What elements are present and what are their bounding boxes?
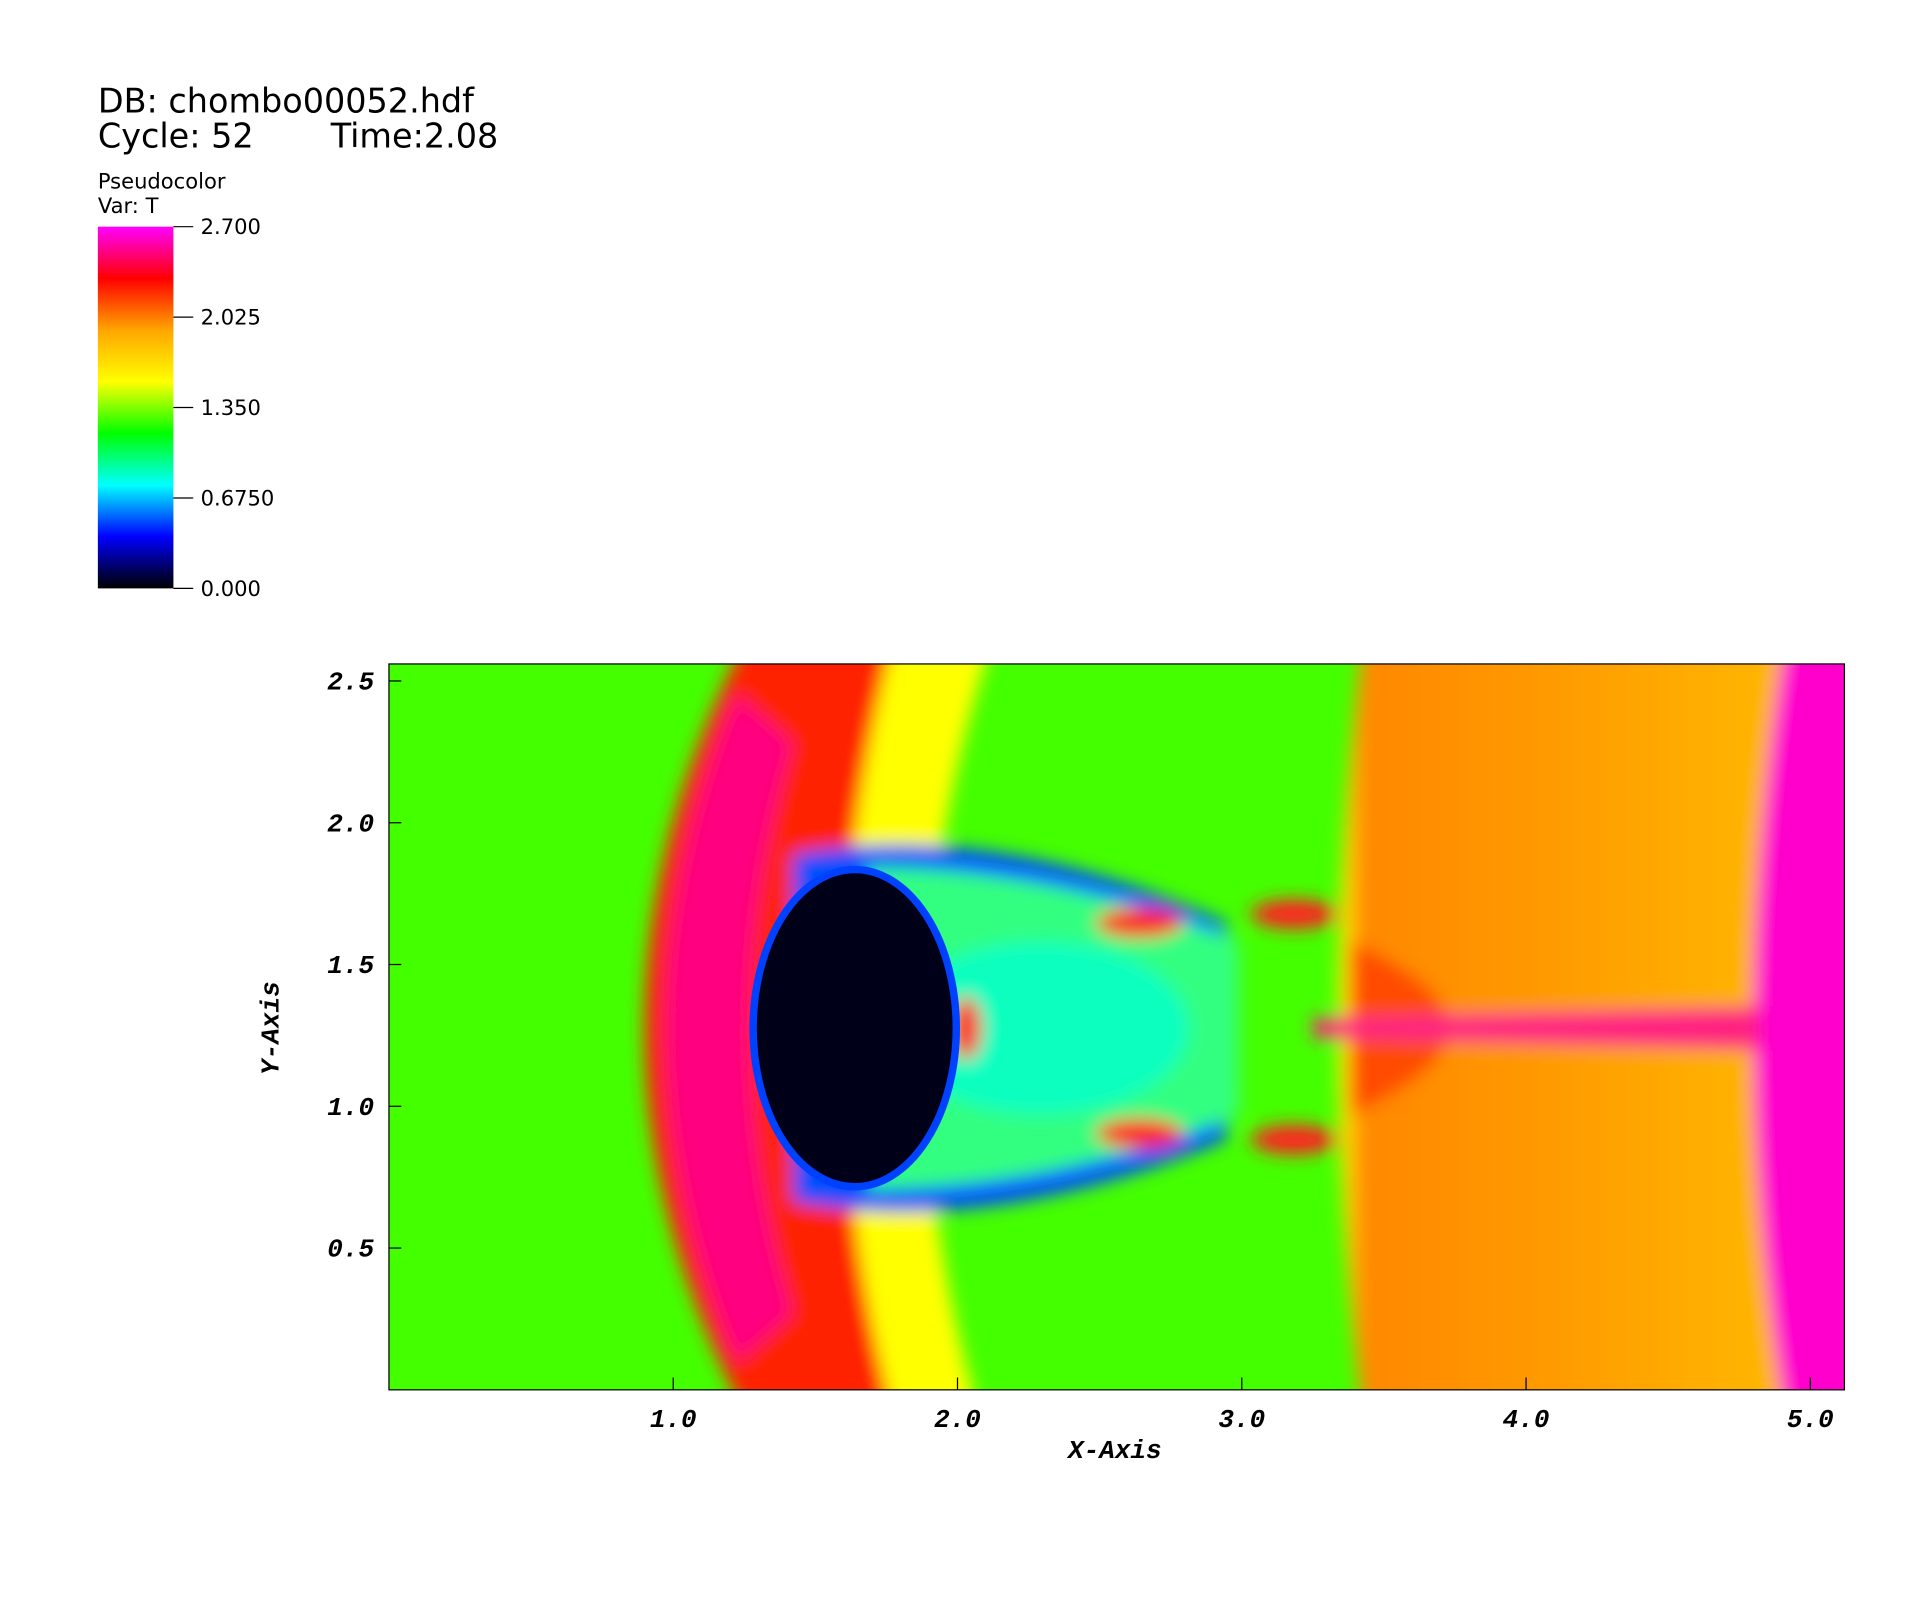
time-label: Time:2.08 bbox=[330, 116, 499, 155]
field bbox=[388, 663, 1845, 1390]
colorbar-tick-label: 2.025 bbox=[201, 305, 261, 330]
x-tick-label: 1.0 bbox=[650, 1405, 697, 1435]
x-tick-label: 4.0 bbox=[1503, 1405, 1550, 1435]
plot-frame bbox=[388, 663, 1846, 1391]
y-tick-label: 0.5 bbox=[327, 1235, 374, 1265]
y-tick-label: 2.5 bbox=[327, 668, 374, 698]
y-tick-label: 1.0 bbox=[327, 1093, 374, 1123]
y-axis-label: Y-Axis bbox=[257, 981, 287, 1075]
colorbar-tick-label: 0.000 bbox=[201, 576, 261, 601]
plot-name: Pseudocolor bbox=[98, 168, 226, 193]
x-tick-label: 2.0 bbox=[934, 1405, 981, 1435]
cycle-label: Cycle: 52 bbox=[98, 116, 254, 155]
colorbar-tick-label: 1.350 bbox=[201, 395, 261, 420]
colorbar bbox=[97, 226, 174, 589]
y-tick-label: 1.5 bbox=[327, 951, 374, 981]
x-tick-label: 3.0 bbox=[1218, 1405, 1265, 1435]
x-axis-label: X-Axis bbox=[1066, 1436, 1162, 1466]
variable-label: Var: T bbox=[98, 193, 159, 218]
colorbar-tick-label: 2.700 bbox=[201, 214, 261, 239]
colorbar-tick-label: 0.6750 bbox=[201, 485, 275, 510]
y-tick-label: 2.0 bbox=[327, 809, 374, 839]
x-tick-label: 5.0 bbox=[1787, 1405, 1834, 1435]
db-label: DB: chombo00052.hdf bbox=[98, 82, 475, 121]
